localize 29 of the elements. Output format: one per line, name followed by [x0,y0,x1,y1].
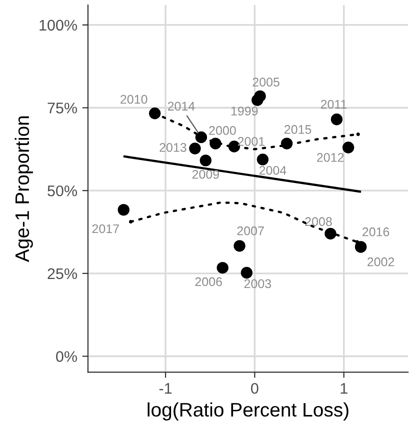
annotation: 2003 [244,279,272,288]
x-tick-label: 1 [340,383,348,394]
annotation: 2009 [192,170,219,179]
annotation: 2012 [317,153,344,162]
annotation: 2008 [305,217,332,226]
annotation: 2016 [362,227,390,236]
y-tick-label: 25% [48,268,78,280]
y-tick-label: 0% [56,351,78,362]
annotation: 2002 [368,257,394,266]
y-tick-label: 100% [40,20,78,31]
y-tick-label: 75% [48,102,78,114]
annotation: 2004 [259,166,286,175]
annotation: 1999 [231,106,258,116]
x-axis-title: log(Ratio Percent Loss) [148,402,348,421]
annotation: 2007 [237,226,264,236]
annotation: 2006 [195,277,222,286]
x-tick-label: -1 [159,383,172,394]
annotation: 2000 [209,126,236,135]
y-axis-title: Age-1 Proportion [14,116,33,262]
annotation: 2005 [252,78,280,87]
x-tick-label: 0 [251,382,258,394]
annotation: 2001 [238,137,264,146]
annotation: 2013 [160,143,186,152]
annotation: 2010 [120,94,148,104]
annotation: 2017 [92,224,119,234]
annotation: 2011 [320,100,347,109]
y-tick-label: 50% [48,185,78,196]
annotation: 2014 [168,102,195,111]
annotation: 2015 [284,125,312,134]
